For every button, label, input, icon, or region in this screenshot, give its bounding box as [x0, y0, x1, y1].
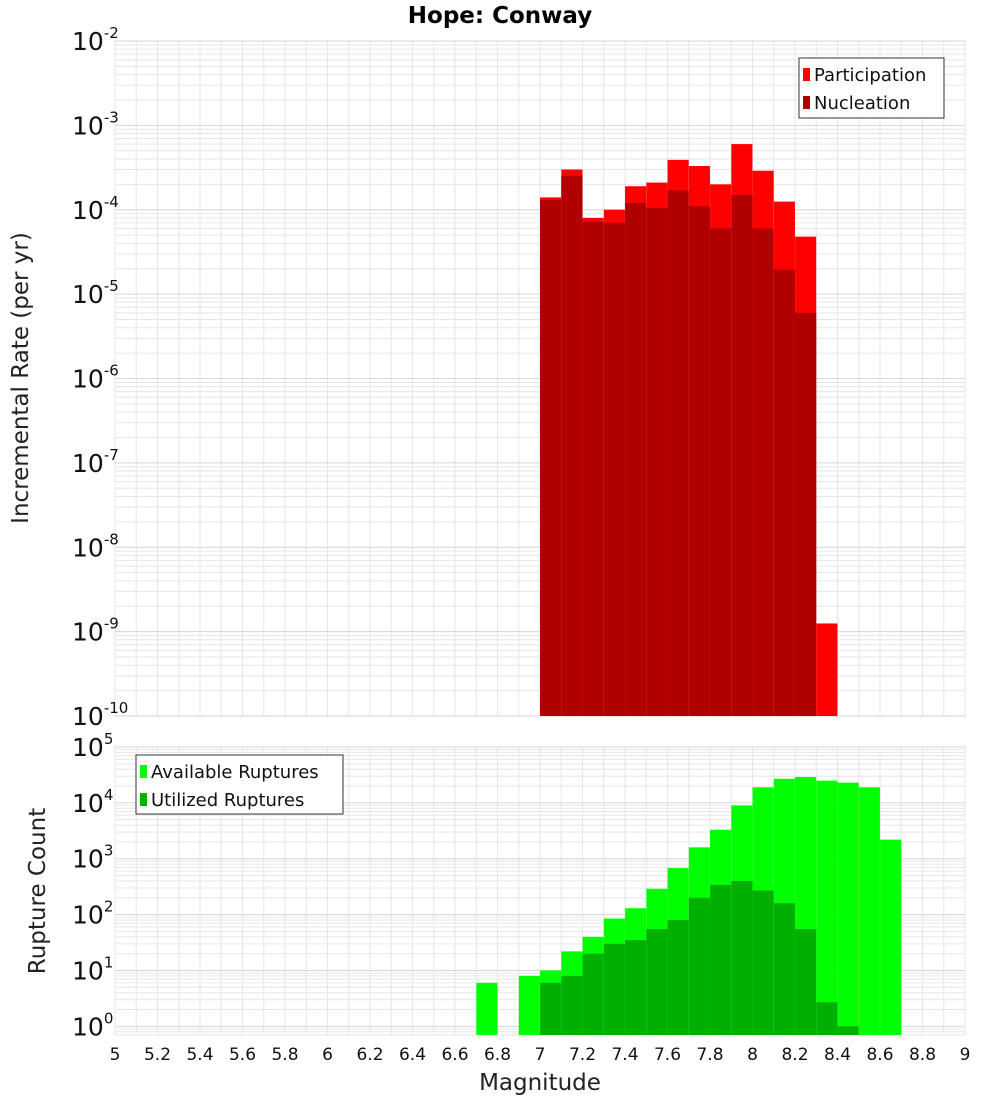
x-tick-label: 6.6: [441, 1045, 468, 1065]
y-tick-label: 101: [72, 953, 113, 985]
nucleation-bar: [710, 228, 732, 716]
legend-label: Participation: [814, 65, 926, 86]
y-tick-label: 10-2: [72, 24, 119, 56]
x-axis-label: Magnitude: [479, 1070, 601, 1096]
y-tick-label: 102: [72, 898, 113, 930]
utilized-ruptures-bar: [710, 884, 732, 1035]
y-tick-label: 103: [72, 842, 113, 874]
nucleation-bar: [688, 206, 710, 716]
x-tick-label: 8: [747, 1045, 758, 1065]
utilized-ruptures-bar: [837, 1026, 859, 1035]
bottom-bars: [476, 777, 902, 1035]
x-tick-label: 8.6: [866, 1045, 893, 1065]
y-tick-label: 10-10: [72, 699, 128, 731]
x-tick-label: 7.4: [611, 1045, 638, 1065]
utilized-ruptures-bar: [582, 953, 604, 1035]
y-tick-label: 100: [72, 1009, 113, 1041]
y-tick-label: 10-4: [72, 193, 119, 225]
nucleation-bar: [795, 312, 817, 716]
x-tick-label: 6.2: [356, 1045, 383, 1065]
bottom-legend: Available Ruptures Utilized Ruptures: [135, 754, 344, 815]
x-tick-label: 5.6: [229, 1045, 256, 1065]
bottom-y-ticks: 100 101 102 103 104 105: [72, 730, 113, 1041]
y-tick-label: 10-9: [72, 615, 119, 647]
top-y-axis-label: Incremental Rate (per yr): [8, 232, 34, 524]
nucleation-bar: [773, 269, 795, 716]
utilized-ruptures-bar: [603, 943, 625, 1035]
available-ruptures-bar: [837, 782, 859, 1035]
utilized-ruptures-legend-swatch: [140, 793, 147, 806]
y-tick-label: 10-7: [72, 446, 119, 478]
x-tick-label: 5: [110, 1045, 121, 1065]
utilized-ruptures-bar: [540, 982, 562, 1035]
chart-title: Hope: Conway: [408, 3, 592, 29]
available-ruptures-bar: [476, 982, 498, 1035]
rupture-count-panel: 100 101 102 103 104 105 5 5.2 5.4 5.6 5.8 6 6.2 6.4 6…: [25, 730, 970, 1096]
available-ruptures-bar: [816, 780, 838, 1035]
legend-label: Available Ruptures: [151, 762, 319, 783]
y-tick-label: 10-8: [72, 530, 119, 562]
nucleation-bar: [540, 200, 562, 716]
x-tick-label: 6.4: [399, 1045, 426, 1065]
legend-label: Nucleation: [814, 93, 910, 114]
top-y-ticks: 10-10 10-9 10-8 10-7 10-6 10-5 10-4 10-3 10-2: [72, 24, 128, 731]
nucleation-bar: [625, 203, 647, 716]
utilized-ruptures-bar: [561, 975, 583, 1035]
x-tick-label: 5.2: [144, 1045, 171, 1065]
nucleation-bar: [561, 176, 583, 716]
x-tick-label: 5.8: [271, 1045, 298, 1065]
top-legend: Participation Nucleation: [798, 57, 945, 119]
utilized-ruptures-bar: [752, 890, 774, 1035]
nucleation-bar: [731, 194, 753, 716]
nucleation-bar: [752, 228, 774, 716]
participation-legend-swatch: [803, 68, 810, 81]
legend-label: Utilized Ruptures: [151, 790, 304, 811]
participation-nucleation-panel: 10-10 10-9 10-8 10-7 10-6 10-5 10-4 10-3 10-2 In…: [8, 24, 966, 731]
participation-bar: [816, 623, 838, 716]
available-ruptures-legend-swatch: [140, 765, 147, 778]
x-tick-label: 6: [322, 1045, 333, 1065]
nucleation-bar: [582, 221, 604, 716]
nucleation-bar: [603, 222, 625, 716]
available-ruptures-bar: [858, 787, 880, 1035]
utilized-ruptures-bar: [688, 897, 710, 1035]
legend-box: [798, 57, 945, 119]
utilized-ruptures-bar: [773, 903, 795, 1035]
top-bars: [540, 144, 838, 717]
x-tick-label: 8.2: [781, 1045, 808, 1065]
x-tick-label: 7.2: [569, 1045, 596, 1065]
x-tick-label: 9: [960, 1045, 971, 1065]
x-tick-label: 6.8: [484, 1045, 511, 1065]
y-tick-label: 104: [72, 786, 113, 818]
x-tick-label: 7.6: [654, 1045, 681, 1065]
available-ruptures-bar: [518, 975, 540, 1035]
utilized-ruptures-bar: [795, 929, 817, 1035]
utilized-ruptures-bar: [625, 940, 647, 1035]
nucleation-bar: [646, 207, 668, 716]
utilized-ruptures-bar: [816, 1002, 838, 1035]
y-tick-label: 10-3: [72, 108, 119, 140]
x-tick-label: 7: [535, 1045, 546, 1065]
y-tick-label: 10-5: [72, 277, 119, 309]
x-tick-label: 7.8: [696, 1045, 723, 1065]
utilized-ruptures-bar: [667, 920, 689, 1035]
x-ticks: 5 5.2 5.4 5.6 5.8 6 6.2 6.4 6.6 6.8 7 7.2 7.4 7.6 7.8 8…: [110, 1045, 971, 1065]
x-tick-label: 5.4: [186, 1045, 213, 1065]
top-grid: [114, 40, 966, 717]
nucleation-bar: [667, 190, 689, 716]
legend-box: [135, 754, 344, 815]
bottom-y-axis-label: Rupture Count: [25, 808, 51, 974]
x-tick-label: 8.4: [824, 1045, 851, 1065]
y-tick-label: 10-6: [72, 362, 119, 394]
utilized-ruptures-bar: [646, 929, 668, 1035]
nucleation-legend-swatch: [803, 96, 810, 109]
utilized-ruptures-bar: [731, 880, 753, 1035]
y-tick-label: 105: [72, 730, 113, 762]
x-tick-label: 8.8: [909, 1045, 936, 1065]
available-ruptures-bar: [880, 839, 902, 1035]
